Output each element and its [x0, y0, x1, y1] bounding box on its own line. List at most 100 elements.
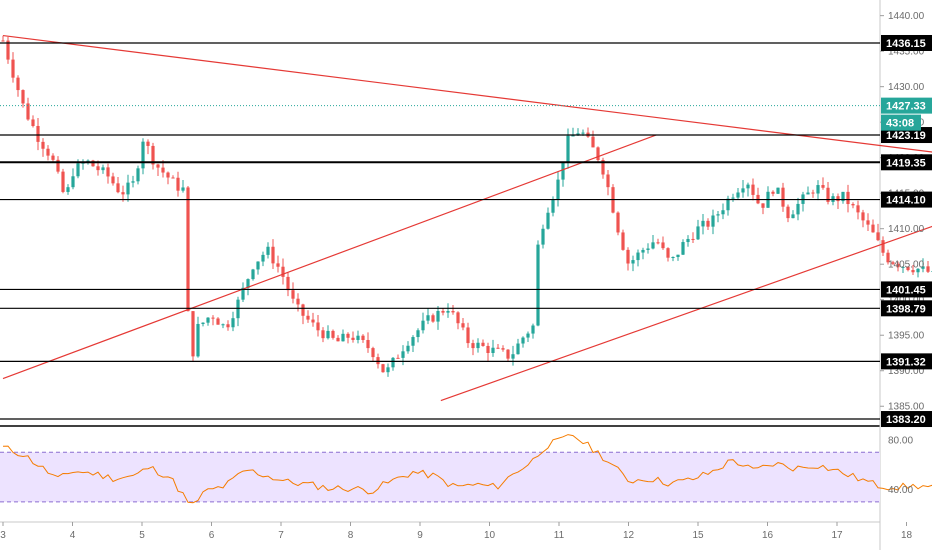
- candle-body: [786, 206, 790, 219]
- candle-body: [576, 133, 580, 136]
- candle-body: [706, 220, 710, 227]
- candle-body: [696, 226, 700, 240]
- level-label-box: [881, 191, 932, 208]
- current-price-label: 1427.33: [886, 101, 926, 113]
- level-label: 1398.79: [886, 303, 926, 315]
- candle-body: [746, 184, 750, 189]
- candle-body: [311, 319, 315, 323]
- price-tick-label: 1405.00: [888, 260, 925, 271]
- candle-body: [851, 204, 855, 206]
- price-tick-label: 1390.00: [888, 366, 925, 377]
- candle-body: [456, 312, 460, 324]
- candle-body: [521, 337, 525, 344]
- candle-body: [296, 298, 300, 305]
- candle-body: [626, 249, 630, 264]
- candle-body: [681, 242, 685, 255]
- candle-body: [836, 196, 840, 202]
- price-axis[interactable]: 1385.001390.001395.001400.001405.001410.…: [880, 11, 932, 428]
- candle-body: [301, 304, 305, 316]
- level-label: 1419.35: [886, 157, 926, 169]
- candle-body: [141, 141, 145, 169]
- candle-body: [901, 266, 905, 268]
- candle-body: [491, 347, 495, 353]
- candle-body: [761, 203, 765, 208]
- candle-body: [286, 276, 290, 291]
- candle-body: [476, 342, 480, 349]
- trendline-lower-channel: [440, 225, 932, 402]
- candle-body: [31, 119, 35, 126]
- candle-body: [866, 220, 870, 225]
- candle-body: [596, 147, 600, 160]
- candle-body: [16, 77, 20, 91]
- price-tick-label: 1440.00: [888, 11, 925, 22]
- candle-body: [876, 232, 880, 241]
- candle-body: [466, 327, 470, 344]
- candle-body: [471, 343, 475, 349]
- candle-body: [346, 333, 350, 338]
- candle-body: [636, 252, 640, 261]
- candle-body: [591, 136, 595, 148]
- rsi-tick-label: 80.00: [888, 435, 913, 446]
- candle-body: [36, 125, 40, 142]
- candle-body: [21, 90, 25, 104]
- level-label: 1383.20: [886, 414, 926, 426]
- candle-body: [606, 174, 610, 188]
- candle-body: [306, 315, 310, 320]
- candle-body: [566, 135, 570, 163]
- candle-body: [6, 40, 10, 60]
- candle-body: [151, 145, 155, 165]
- price-tick-label: 1430.00: [888, 82, 925, 93]
- candle-body: [541, 228, 545, 245]
- candle-body: [56, 159, 60, 172]
- candle-body: [726, 198, 730, 211]
- candle-body: [331, 330, 335, 338]
- candle-body: [381, 364, 385, 373]
- trendline-descending-resistance: [2, 34, 932, 153]
- candle-body: [621, 232, 625, 250]
- candle-body: [61, 171, 65, 192]
- current-price-tag: [881, 97, 932, 114]
- candle-body: [711, 215, 715, 227]
- candle-body: [781, 187, 785, 207]
- candle-body: [386, 367, 390, 373]
- time-tick-label: 4: [70, 530, 76, 541]
- candle-body: [271, 246, 275, 264]
- time-axis[interactable]: 34567891011121516171819: [0, 522, 932, 541]
- candle-body: [341, 333, 345, 342]
- candle-body: [71, 176, 75, 188]
- candle-body: [226, 324, 230, 328]
- candle-body: [911, 270, 915, 273]
- candle-body: [51, 155, 55, 160]
- candle-body: [161, 167, 165, 173]
- countdown-label: 43:08: [886, 118, 914, 130]
- candle-body: [691, 238, 695, 240]
- time-tick-label: 3: [0, 530, 6, 541]
- candle-body: [176, 177, 180, 191]
- time-tick-label: 18: [901, 530, 913, 541]
- candle-body: [186, 187, 190, 312]
- price-tick-label: 1395.00: [888, 331, 925, 342]
- candle-body: [601, 159, 605, 175]
- rsi-tick-label: 40.00: [888, 485, 913, 496]
- candle-body: [261, 254, 265, 262]
- candle-body: [11, 59, 15, 78]
- level-label-box: [881, 300, 932, 317]
- candle-body: [396, 357, 400, 359]
- candle-body: [431, 315, 435, 322]
- candle-body: [791, 214, 795, 219]
- candle-body: [446, 311, 450, 313]
- horizontal-levels: [0, 42, 880, 420]
- candle-body: [211, 317, 215, 319]
- candle-body: [551, 198, 555, 213]
- candle-body: [661, 242, 665, 249]
- candle-body: [421, 320, 425, 331]
- candle-body: [171, 177, 175, 179]
- candle-body: [236, 299, 240, 319]
- candle-body: [581, 132, 585, 134]
- candle-body: [221, 324, 225, 326]
- candle-body: [881, 240, 885, 253]
- candle-body: [641, 249, 645, 253]
- candle-body: [96, 166, 100, 171]
- candle-body: [841, 191, 845, 202]
- candle-body: [556, 179, 560, 199]
